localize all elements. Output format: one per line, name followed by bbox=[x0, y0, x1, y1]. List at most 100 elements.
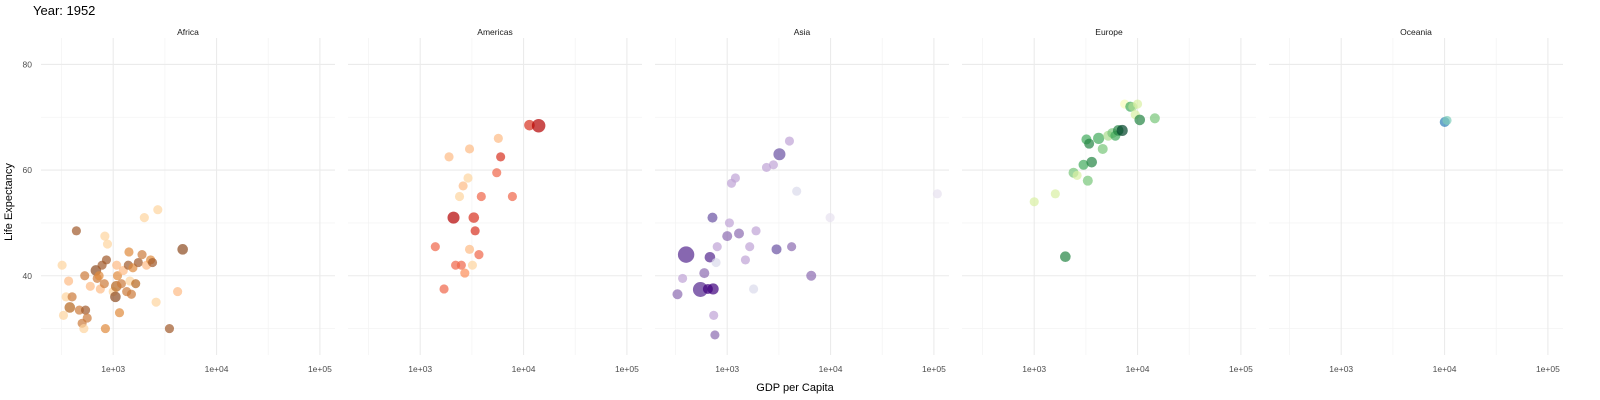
data-point bbox=[751, 226, 761, 236]
data-point bbox=[1132, 99, 1143, 109]
data-point bbox=[932, 189, 942, 199]
data-point bbox=[678, 273, 688, 283]
data-point bbox=[460, 268, 470, 278]
data-point bbox=[787, 242, 797, 252]
facet-strip-label: Europe bbox=[1095, 27, 1123, 37]
data-point bbox=[112, 260, 122, 270]
data-point bbox=[1086, 156, 1098, 168]
data-point bbox=[1116, 124, 1128, 137]
x-tick-label: 1e+04 bbox=[1126, 364, 1150, 374]
y-axis-ticks: 40 60 80 bbox=[23, 59, 33, 280]
data-point bbox=[58, 310, 69, 320]
data-point bbox=[116, 279, 126, 289]
data-point bbox=[524, 119, 535, 131]
facet-panel-americas: Americas 1e+03 1e+04 1e+05 bbox=[348, 27, 642, 374]
y-axis-label: Life Expectancy bbox=[3, 163, 15, 241]
data-point bbox=[164, 324, 175, 334]
data-point bbox=[792, 186, 802, 196]
data-point bbox=[71, 226, 81, 236]
data-point bbox=[82, 313, 92, 323]
data-point bbox=[1029, 197, 1039, 207]
x-tick-label: 1e+03 bbox=[1329, 364, 1353, 374]
facet-strip-label: Africa bbox=[177, 27, 199, 37]
data-point bbox=[456, 260, 466, 270]
data-point bbox=[507, 191, 517, 202]
x-tick-label: 1e+04 bbox=[819, 364, 843, 374]
x-axis-label: GDP per Capita bbox=[756, 382, 834, 394]
data-point bbox=[57, 260, 67, 270]
data-point bbox=[458, 181, 468, 191]
data-point bbox=[139, 213, 149, 223]
facet-strip-label: Americas bbox=[477, 27, 512, 37]
data-point bbox=[447, 211, 460, 224]
data-point bbox=[173, 287, 183, 297]
data-point bbox=[1149, 113, 1160, 124]
data-point bbox=[730, 173, 740, 183]
data-point bbox=[768, 160, 779, 170]
x-tick-label: 1e+04 bbox=[205, 364, 229, 374]
data-point bbox=[474, 250, 484, 260]
facet-panel-africa: Africa 1e+03 1e+04 1e+05 bbox=[41, 27, 335, 374]
x-tick-label: 1e+05 bbox=[1536, 364, 1560, 374]
data-point bbox=[476, 191, 486, 202]
data-point bbox=[492, 168, 502, 178]
data-point bbox=[699, 268, 710, 279]
facet-panels: Africa 1e+03 1e+04 1e+05 Americas 1e+03 1e+04 1… bbox=[41, 27, 1563, 374]
data-point bbox=[454, 191, 465, 202]
data-point bbox=[712, 242, 722, 252]
data-point bbox=[733, 228, 745, 239]
data-point bbox=[672, 289, 683, 300]
data-point bbox=[110, 291, 121, 303]
data-point bbox=[773, 148, 786, 161]
y-tick-label: 40 bbox=[23, 271, 33, 281]
data-point bbox=[131, 279, 141, 289]
facet-strip-label: Oceania bbox=[1400, 27, 1432, 37]
facet-strip-label: Asia bbox=[794, 27, 811, 37]
data-point bbox=[531, 118, 546, 133]
x-tick-label: 1e+03 bbox=[1022, 364, 1046, 374]
data-point bbox=[463, 173, 473, 183]
data-point bbox=[151, 297, 161, 307]
data-point bbox=[94, 271, 104, 281]
y-tick-label: 60 bbox=[23, 165, 33, 175]
chart-title: Year: 1952 bbox=[33, 3, 95, 18]
data-point bbox=[1072, 170, 1082, 180]
data-point bbox=[1442, 115, 1452, 125]
y-tick-label: 80 bbox=[23, 59, 33, 69]
data-point bbox=[470, 226, 480, 236]
data-point bbox=[1078, 159, 1089, 170]
data-point bbox=[464, 144, 475, 154]
data-point bbox=[749, 284, 759, 294]
x-tick-label: 1e+04 bbox=[512, 364, 536, 374]
data-point bbox=[64, 302, 76, 313]
data-point bbox=[1134, 114, 1146, 126]
data-point bbox=[806, 270, 817, 281]
data-point bbox=[100, 231, 110, 241]
x-tick-label: 1e+05 bbox=[615, 364, 639, 374]
data-point bbox=[114, 308, 125, 318]
data-point bbox=[137, 250, 147, 260]
data-point bbox=[101, 255, 112, 265]
data-point bbox=[711, 257, 721, 268]
facet-panel-oceania: Oceania 1e+03 1e+04 1e+05 bbox=[1269, 27, 1563, 374]
data-point bbox=[124, 247, 134, 257]
facet-panel-europe: Europe 1e+03 1e+04 1e+05 bbox=[962, 27, 1256, 374]
data-point bbox=[745, 242, 755, 252]
data-point bbox=[771, 244, 782, 255]
x-tick-label: 1e+05 bbox=[308, 364, 332, 374]
data-point bbox=[468, 212, 480, 223]
data-point bbox=[1082, 175, 1093, 186]
data-point bbox=[740, 255, 750, 265]
x-tick-label: 1e+05 bbox=[922, 364, 946, 374]
data-point bbox=[1097, 143, 1108, 154]
data-point bbox=[709, 310, 719, 320]
data-point bbox=[153, 205, 163, 215]
data-point bbox=[64, 276, 74, 286]
data-point bbox=[67, 292, 77, 302]
x-tick-label: 1e+05 bbox=[1229, 364, 1253, 374]
data-point bbox=[825, 213, 835, 223]
data-point bbox=[177, 244, 188, 255]
data-point bbox=[444, 152, 454, 162]
data-point bbox=[1084, 138, 1095, 149]
